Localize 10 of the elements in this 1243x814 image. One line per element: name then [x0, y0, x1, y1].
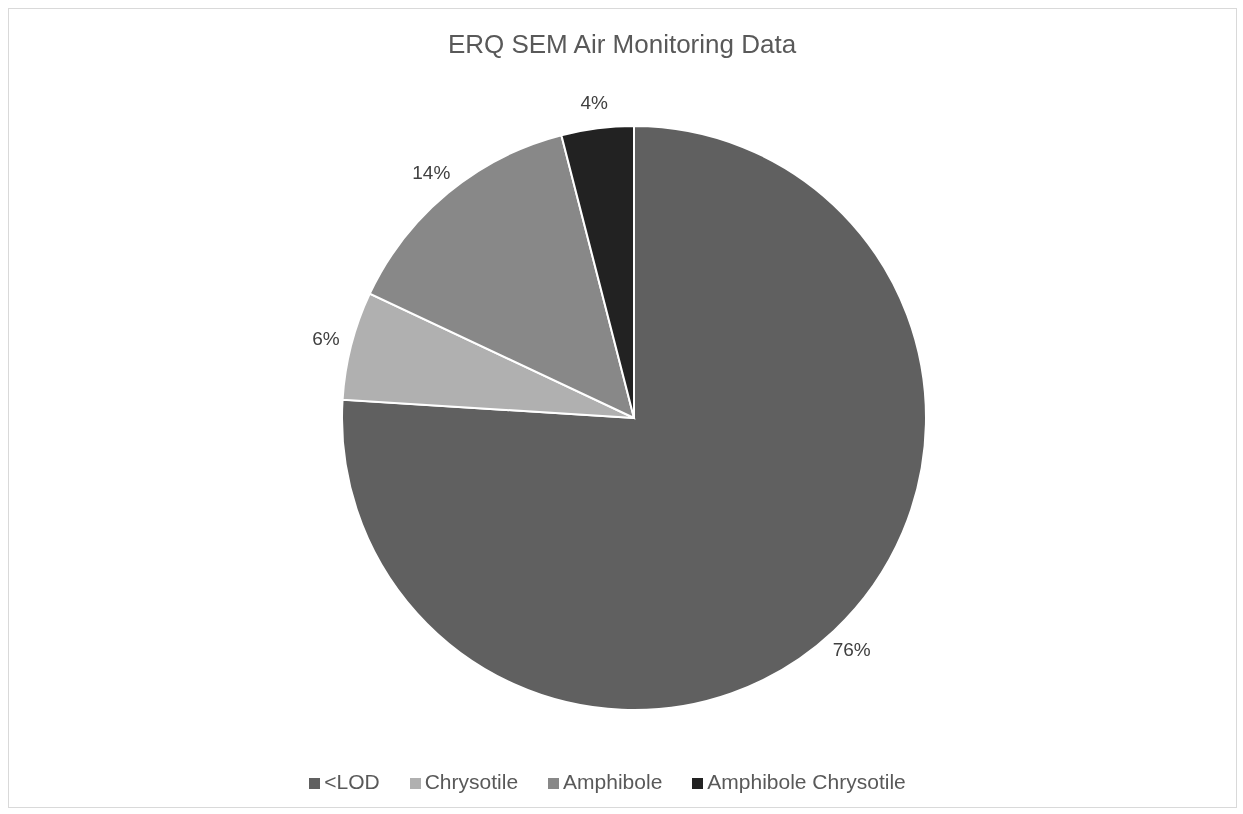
chart-title: ERQ SEM Air Monitoring Data — [447, 29, 797, 59]
legend-label: Amphibole Chrysotile — [707, 770, 906, 793]
legend-label: Chrysotile — [424, 770, 519, 793]
pie-slice — [341, 125, 927, 711]
data-label: 6% — [312, 328, 340, 350]
data-label: 76% — [832, 639, 871, 661]
legend-label: Amphibole — [563, 770, 663, 793]
data-label: 4% — [580, 92, 608, 114]
legend-label: <LOD — [324, 770, 380, 793]
data-label: 14% — [412, 162, 451, 184]
